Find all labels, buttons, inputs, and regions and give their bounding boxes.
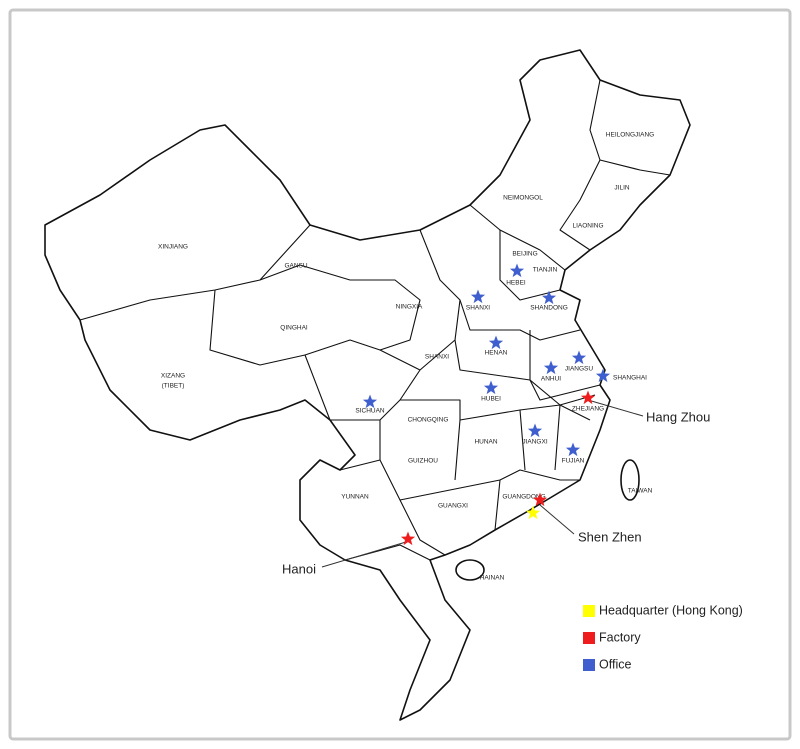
location-star <box>488 335 504 350</box>
province-label: SICHUAN <box>355 408 385 415</box>
location-star <box>580 390 596 405</box>
frame <box>8 8 792 741</box>
city-callout: Shen Zhen <box>578 529 642 544</box>
legend-swatch <box>583 632 595 644</box>
location-star <box>483 380 499 395</box>
province-label: LIAONING <box>572 223 603 230</box>
taiwan-outline <box>620 459 640 501</box>
province-borders <box>79 79 671 561</box>
province-label: GUANGXI <box>438 503 468 510</box>
province-label: HENAN <box>485 350 508 357</box>
province-label: CHONGQING <box>408 417 449 424</box>
province-label: JIANGSU <box>565 366 593 373</box>
province-label: JIANGXI <box>522 439 547 446</box>
province-label: TAIWAN <box>628 488 653 495</box>
location-star <box>532 492 548 507</box>
province-label: SHANGHAI <box>613 375 647 382</box>
province-label: HEILONGJIANG <box>606 132 654 139</box>
legend-swatch <box>583 605 595 617</box>
city-callout: Hang Zhou <box>646 409 710 424</box>
province-label: HUBEI <box>481 396 501 403</box>
location-star <box>525 505 541 520</box>
province-label: GUANGDONG <box>502 494 545 501</box>
location-star <box>362 394 378 409</box>
province-label: TIANJIN <box>533 267 558 274</box>
province-label: HUNAN <box>474 439 497 446</box>
legend-label: Factory <box>599 630 641 644</box>
province-label: (TIBET) <box>162 383 185 390</box>
province-label: JILIN <box>614 185 629 192</box>
callout-lines <box>321 399 644 568</box>
legend-label: Headquarter (Hong Kong) <box>599 603 743 617</box>
province-label: NEIMONGOL <box>503 195 543 202</box>
province-label: BEIJING <box>512 251 537 258</box>
province-label: FUJIAN <box>562 458 585 465</box>
location-star <box>541 290 557 305</box>
province-label: HAINAN <box>480 575 505 582</box>
location-star <box>571 350 587 365</box>
location-star <box>543 360 559 375</box>
city-callout: Hanoi <box>282 561 316 576</box>
hainan-outline <box>455 559 485 581</box>
province-label: QINGHAI <box>280 325 308 332</box>
province-label: SHANXI <box>425 354 449 361</box>
province-label: ZHEJIANG <box>572 406 604 413</box>
province-label: SHANDONG <box>530 305 568 312</box>
province-label: HEBEI <box>506 280 526 287</box>
province-label: GUIZHOU <box>408 458 438 465</box>
location-star <box>470 289 486 304</box>
location-star <box>509 263 525 278</box>
location-star <box>400 531 416 546</box>
province-label: ANHUI <box>541 376 561 383</box>
province-label: YUNNAN <box>341 494 369 501</box>
province-label: XINJIANG <box>158 244 188 251</box>
location-star <box>527 423 543 438</box>
location-star <box>565 442 581 457</box>
legend-swatch <box>583 659 595 671</box>
province-label: GANSU <box>284 263 307 270</box>
province-label: NINGXIA <box>396 304 423 311</box>
legend-label: Office <box>599 657 631 671</box>
location-star <box>595 368 611 383</box>
province-label: SHANXI <box>466 305 490 312</box>
province-label: XIZANG <box>161 373 185 380</box>
